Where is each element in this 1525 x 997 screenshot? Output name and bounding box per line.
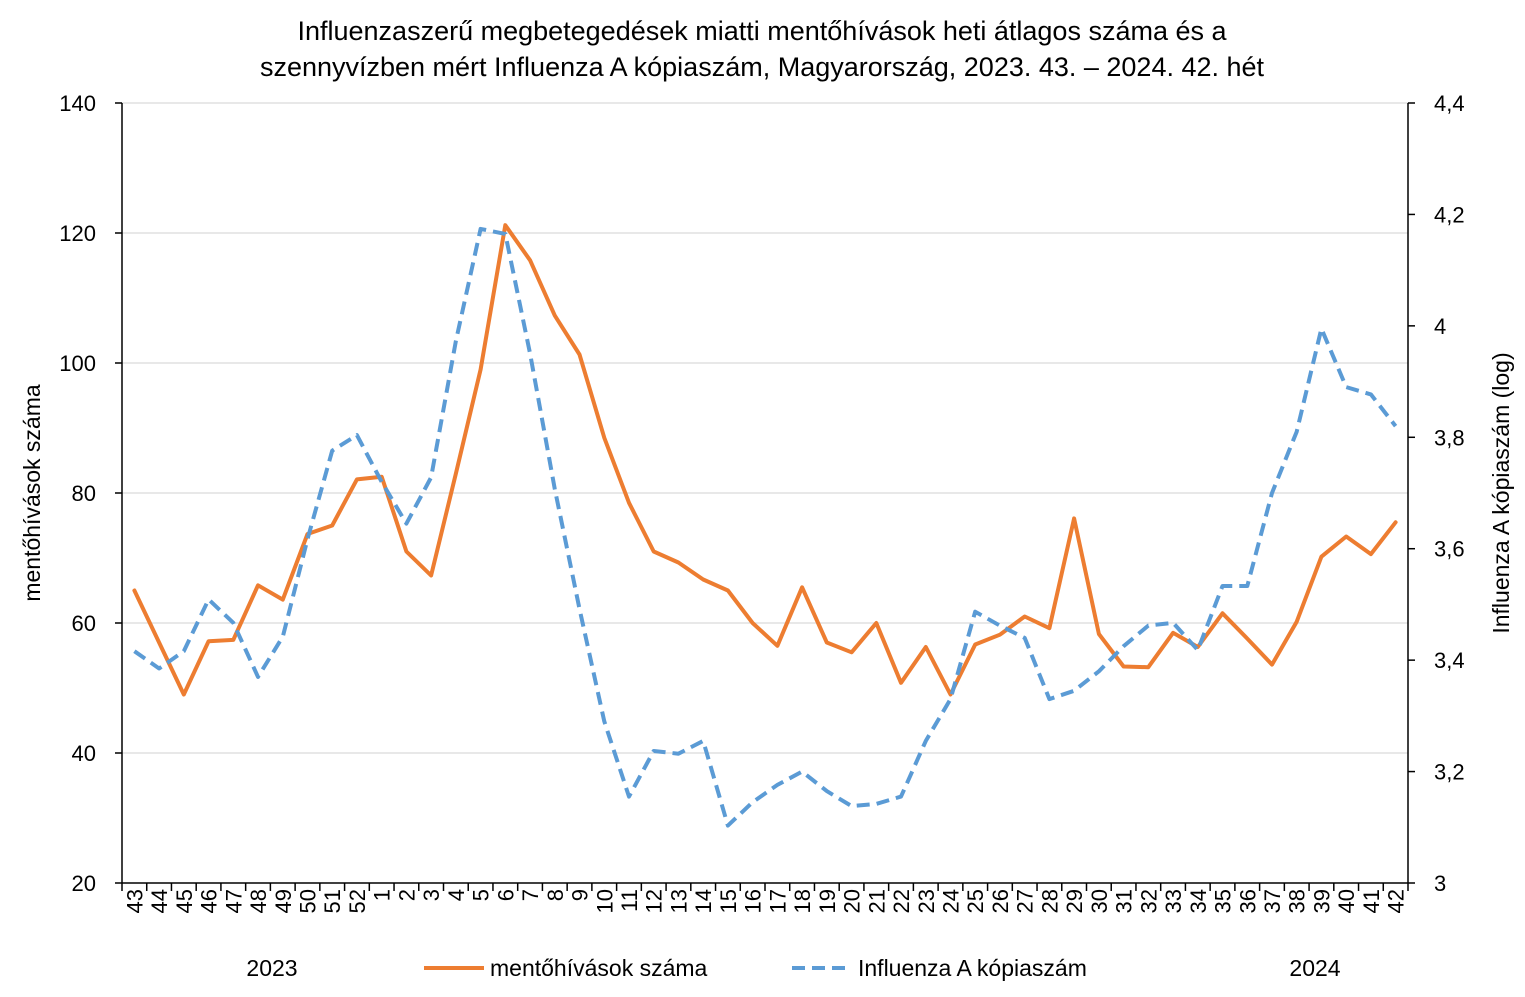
series-line-0 <box>132 223 1398 697</box>
x-tick-label: 45 <box>172 889 197 913</box>
x-tick-label: 39 <box>1309 889 1334 913</box>
series <box>132 223 1398 828</box>
x-tick-label: 22 <box>889 889 914 913</box>
x-tick-label: 18 <box>790 889 815 913</box>
right-axis-ticks: 3 3,2 3,4 3,6 3,8 4 4,2 4,4 <box>1408 91 1465 896</box>
right-tick-label: 3,2 <box>1434 760 1465 785</box>
left-tick-label: 80 <box>72 481 96 506</box>
right-tick-label: 4,4 <box>1434 91 1465 116</box>
series-line-1 <box>133 226 1398 828</box>
chart-title-line: szennyvízben mért Influenza A kópiaszám,… <box>260 52 1265 82</box>
year-label-2024: 2024 <box>1289 955 1340 981</box>
left-axis-ticks: 20 40 60 80 100 120 140 <box>59 91 122 896</box>
x-tick-label: 47 <box>221 889 246 913</box>
x-tick-label: 37 <box>1260 889 1285 913</box>
year-label-2023: 2023 <box>246 955 297 981</box>
left-tick-label: 60 <box>72 611 96 636</box>
x-tick-label: 27 <box>1013 889 1038 913</box>
x-tick-label: 6 <box>493 889 518 901</box>
x-tick-label: 11 <box>617 889 642 912</box>
x-tick-label: 28 <box>1037 889 1062 913</box>
x-tick-label: 35 <box>1211 889 1236 913</box>
x-tick-label: 8 <box>543 889 568 901</box>
x-tick-label: 33 <box>1161 889 1186 913</box>
right-tick-label: 3,4 <box>1434 648 1465 673</box>
x-tick-label: 40 <box>1334 889 1359 913</box>
x-tick-label: 43 <box>122 889 147 913</box>
x-tick-label: 14 <box>691 889 716 913</box>
x-tick-label: 21 <box>864 889 889 913</box>
x-tick-label: 52 <box>345 889 370 913</box>
right-tick-label: 3,8 <box>1434 425 1465 450</box>
axis-labels: mentőhívások száma Influenza A kópiaszám … <box>19 352 1514 633</box>
right-axis-label: Influenza A kópiaszám (log) <box>1488 352 1514 633</box>
left-tick-label: 100 <box>59 351 96 376</box>
left-tick-label: 40 <box>72 741 96 766</box>
x-tick-label: 36 <box>1235 889 1260 913</box>
right-tick-label: 4,2 <box>1434 202 1465 227</box>
legend: 2023 2024 mentőhívások száma Influenza A kó… <box>246 955 1340 981</box>
x-tick-label: 44 <box>147 889 172 913</box>
chart-title-line: Influenzaszerű megbetegedések miatti men… <box>297 16 1227 46</box>
x-tick-label: 3 <box>419 889 444 901</box>
x-tick-label: 38 <box>1285 889 1310 913</box>
x-tick-label: 4 <box>444 889 469 901</box>
x-tick-label: 5 <box>469 889 494 901</box>
x-tick-label: 25 <box>963 889 988 913</box>
x-tick-label: 10 <box>592 889 617 913</box>
x-tick-label: 16 <box>741 889 766 913</box>
right-tick-label: 3,6 <box>1434 537 1465 562</box>
x-tick-label: 31 <box>1112 889 1137 913</box>
legend-label-0: mentőhívások száma <box>490 955 708 981</box>
right-tick-label: 3 <box>1434 871 1446 896</box>
x-axis-ticks: 43 44 45 46 47 48 49 50 51 52 1 2 3 4 5 6 7 8 9 10 11 12 13 14 1… <box>121 883 1409 913</box>
x-tick-label: 2 <box>394 889 419 901</box>
x-tick-label: 15 <box>716 889 741 913</box>
x-tick-label: 34 <box>1186 889 1211 913</box>
x-tick-label: 26 <box>988 889 1013 913</box>
gridlines <box>122 102 1408 754</box>
chart-title: Influenzaszerű megbetegedések miatti men… <box>260 16 1265 82</box>
x-tick-label: 12 <box>642 889 667 913</box>
x-tick-label: 48 <box>246 889 271 913</box>
x-tick-label: 7 <box>518 889 543 901</box>
x-tick-label: 17 <box>765 889 790 913</box>
x-tick-label: 51 <box>320 889 345 913</box>
x-tick-label: 50 <box>295 889 320 913</box>
legend-label-1: Influenza A kópiaszám <box>858 955 1087 981</box>
x-tick-label: 23 <box>914 889 939 913</box>
x-tick-label: 1 <box>370 889 395 901</box>
x-tick-label: 41 <box>1359 889 1384 913</box>
x-tick-label: 20 <box>840 889 865 913</box>
right-tick-label: 4 <box>1434 314 1446 339</box>
x-tick-label: 46 <box>197 889 222 913</box>
x-tick-label: 29 <box>1062 889 1087 913</box>
x-tick-label: 9 <box>568 889 593 901</box>
left-tick-label: 140 <box>59 91 96 116</box>
x-tick-label: 32 <box>1136 889 1161 913</box>
x-tick-label: 49 <box>271 889 296 913</box>
x-tick-label: 30 <box>1087 889 1112 913</box>
x-tick-label: 24 <box>938 889 963 913</box>
left-tick-label: 20 <box>72 871 96 896</box>
left-tick-label: 120 <box>59 221 96 246</box>
x-tick-label: 19 <box>815 889 840 913</box>
x-tick-label: 42 <box>1384 889 1409 913</box>
x-tick-label: 13 <box>666 889 691 913</box>
left-axis-label: mentőhívások száma <box>19 384 45 602</box>
